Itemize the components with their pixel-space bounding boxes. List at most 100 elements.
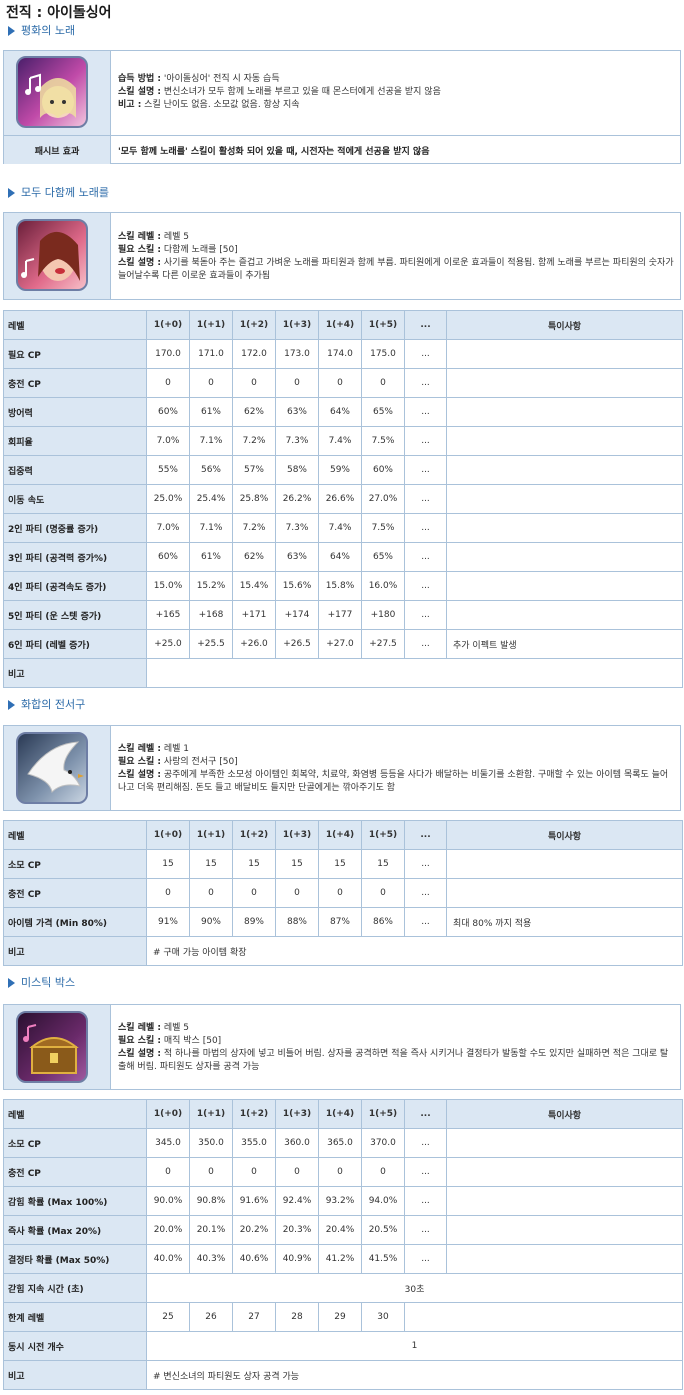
value-cell: 175.0 [361, 339, 405, 369]
value-cell: 15 [146, 849, 190, 879]
value-cell: 170.0 [146, 339, 190, 369]
table-header-row: 레벨 1(+0) 1(+1) 1(+2) 1(+3) 1(+4) 1(+5)... 특이사항 [3, 820, 683, 850]
value-cell: 56% [189, 455, 233, 485]
pigeon-icon [16, 732, 88, 804]
table-row: 소모 CP 15 15 15 15 15 15... [3, 849, 683, 879]
note-cell: 최대 80% 까지 적용 [446, 907, 683, 937]
value-cell: 370.0 [361, 1128, 405, 1158]
table-row: 충전 CP 0 0 0 0 0 0... [3, 368, 683, 398]
section-title-text: 미스틱 박스 [21, 976, 76, 989]
value-cell: 7.4% [318, 426, 362, 456]
note-cell [446, 1128, 683, 1158]
header-level-value-cell: ... [404, 310, 447, 340]
skill-description: 스킬 레벨 : 레벨 5 필요 스킬 : 매직 박스 [50] 스킬 설명 : … [118, 1023, 669, 1072]
row-label: 즉사 확률 (Max 20%) [3, 1215, 147, 1245]
row-label: 방어력 [3, 397, 147, 427]
limit-level-row: 한계 레벨 25 26 27 28 29 30 [3, 1302, 683, 1332]
value-cell: 40.9% [275, 1244, 319, 1274]
value-cell: 27.0% [361, 484, 405, 514]
value-cell: 171.0 [189, 339, 233, 369]
value-cell: 174.0 [318, 339, 362, 369]
value-cell: +171 [232, 600, 276, 630]
value-cell: 7.4% [318, 513, 362, 543]
header-level-value-cell: 1(+1) [189, 310, 233, 340]
triangle-bullet-icon [8, 188, 15, 198]
row-label: 4인 파티 (공격속도 증가) [3, 571, 147, 601]
value-cell: ... [404, 1128, 447, 1158]
value-cell: 345.0 [146, 1128, 190, 1158]
value-cell: 0 [361, 1157, 405, 1187]
value-cell: ... [404, 339, 447, 369]
note-cell [446, 1186, 683, 1216]
value-cell: 20.1% [189, 1215, 233, 1245]
value-cell: 7.5% [361, 513, 405, 543]
note-cell [446, 339, 683, 369]
value-cell: +25.0 [146, 629, 190, 659]
value-cell: +25.5 [189, 629, 233, 659]
value-cell: 93.2% [318, 1186, 362, 1216]
value-cell: 355.0 [232, 1128, 276, 1158]
table-row: 아이템 가격 (Min 80%) 91% 90% 89% 88% 87% 86%... 최대 … [3, 907, 683, 937]
value-cell: 15 [275, 849, 319, 879]
table-row: 소모 CP 345.0 350.0 355.0 360.0 365.0 370.0... [3, 1128, 683, 1158]
note-cell [404, 1302, 683, 1332]
table-row: 4인 파티 (공격속도 증가) 15.0% 15.2% 15.4% 15.6% 15.8%… [3, 571, 683, 601]
value-cell: 92.4% [275, 1186, 319, 1216]
triangle-bullet-icon [8, 978, 15, 988]
skill-info-sing-together: 스킬 레벨 : 레벨 5 필요 스킬 : 다함께 노래를 [50] 스킬 설명 … [3, 212, 681, 300]
value-cell: 0 [275, 1157, 319, 1187]
section-title-harmony-pigeon: 화합의 전서구 [8, 697, 85, 713]
value-cell: ... [404, 368, 447, 398]
header-level-value-cell: 1(+1) [189, 820, 233, 850]
value-cell: 0 [146, 1157, 190, 1187]
row-label: 충전 CP [3, 1157, 147, 1187]
table-header-row: 레벨 1(+0) 1(+1) 1(+2) 1(+3) 1(+4) 1(+5)... 특이사항 [3, 1099, 683, 1129]
value-cell: ... [404, 1186, 447, 1216]
value-cell: 60% [146, 542, 190, 572]
value-cell: +168 [189, 600, 233, 630]
value-cell: 15.2% [189, 571, 233, 601]
note-cell [446, 426, 683, 456]
note-cell: 추가 이펙트 발생 [446, 629, 683, 659]
skill-info-mystic-box: 스킬 레벨 : 레벨 5 필요 스킬 : 매직 박스 [50] 스킬 설명 : … [3, 1004, 681, 1090]
table-row: 3인 파티 (공격력 증가%) 60% 61% 62% 63% 64% 65%... [3, 542, 683, 572]
value-cell: 28 [275, 1302, 319, 1332]
value-cell: ... [404, 455, 447, 485]
value-cell: ... [404, 600, 447, 630]
note-cell [446, 397, 683, 427]
note-cell [446, 849, 683, 879]
triangle-bullet-icon [8, 26, 15, 36]
value-cell: 0 [275, 878, 319, 908]
table-row: 이동 속도 25.0% 25.4% 25.8% 26.2% 26.6% 27.0%... [3, 484, 683, 514]
row-label: 5인 파티 (운 스텟 증가) [3, 600, 147, 630]
note-cell [446, 878, 683, 908]
value-cell: 15 [318, 849, 362, 879]
value-cell: 88% [275, 907, 319, 937]
value-cell: ... [404, 571, 447, 601]
header-level-value-cell: 1(+3) [275, 310, 319, 340]
value-cell: ... [404, 1244, 447, 1274]
table-row: 6인 파티 (레벨 증가) +25.0 +25.5 +26.0 +26.5 +27.0 +2… [3, 629, 683, 659]
value-cell: 365.0 [318, 1128, 362, 1158]
skill-info-peace-song: 습득 방법 : '아이돌싱어' 전직 시 자동 습득 스킬 설명 : 변신소녀가… [3, 50, 681, 164]
value-cell: ... [404, 397, 447, 427]
row-label: 6인 파티 (레벨 증가) [3, 629, 147, 659]
header-level-value-cell: 1(+2) [232, 310, 276, 340]
value-cell: ... [404, 542, 447, 572]
table-row: 감힘 확률 (Max 100%) 90.0% 90.8% 91.6% 92.4% 93.2… [3, 1186, 683, 1216]
header-level-value-cell: 1(+5) [361, 1099, 405, 1129]
value-cell: 30 [361, 1302, 405, 1332]
value-cell: 63% [275, 542, 319, 572]
header-level-value-cell: 1(+3) [275, 1099, 319, 1129]
header-note-cell: 특이사항 [446, 820, 683, 850]
value-cell: 0 [318, 878, 362, 908]
remark-row: 비고 [3, 658, 683, 688]
table-row: 2인 파티 (명중률 증가) 7.0% 7.1% 7.2% 7.3% 7.4% 7.5%..… [3, 513, 683, 543]
note-cell [446, 600, 683, 630]
value-cell: 7.0% [146, 513, 190, 543]
row-label: 3인 파티 (공격력 증가%) [3, 542, 147, 572]
span-value-cell: 30초 [146, 1273, 683, 1303]
value-cell: 0 [318, 368, 362, 398]
table-row: 방어력 60% 61% 62% 63% 64% 65%... [3, 397, 683, 427]
row-label: 비고 [3, 658, 147, 688]
